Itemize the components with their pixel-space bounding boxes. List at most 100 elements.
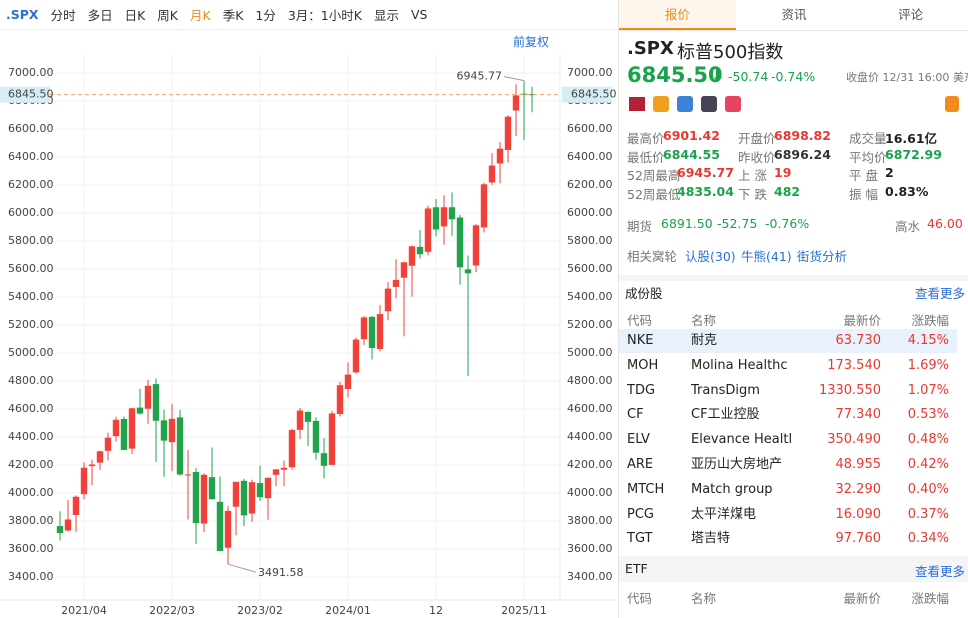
- icon[interactable]: [677, 96, 693, 112]
- candle-body: [304, 411, 312, 422]
- adjust-button[interactable]: 前复权: [513, 35, 550, 49]
- chart: 3400.00 3400.00 3600.00 3600.00 3800.00 3800.…: [0, 55, 617, 617]
- cell: 77.340: [835, 407, 882, 423]
- warrant-link[interactable]: 街货分析: [797, 249, 848, 264]
- stat-value: 2: [885, 165, 894, 180]
- alert-icon[interactable]: [945, 96, 959, 112]
- candle-body: [120, 418, 128, 450]
- table-row[interactable]: TDG TransDigm 1330.550 1.07%: [619, 379, 957, 403]
- candle-body: [80, 467, 88, 495]
- y-tick-label: 3600.00: [8, 542, 54, 555]
- icon[interactable]: [725, 96, 741, 112]
- table-row[interactable]: MOH Molina Healthc 173.540 1.69%: [619, 354, 957, 378]
- futures-change: -52.75: [717, 216, 758, 231]
- more-link[interactable]: 查看更多: [915, 564, 966, 579]
- cell: 1330.550: [818, 382, 881, 398]
- tab[interactable]: 资讯: [781, 7, 807, 22]
- price: 6845.50: [627, 63, 723, 87]
- y-tick-label: 4200.00: [8, 458, 54, 471]
- table-row[interactable]: CF CF工业控股 77.340 0.53%: [619, 403, 957, 427]
- premium-label: 高水: [895, 219, 921, 234]
- icon[interactable]: [701, 96, 717, 112]
- stat-value: 482: [774, 183, 801, 199]
- toolbar-item[interactable]: 显示: [373, 8, 399, 23]
- y-tick-label: 3400.00: [567, 570, 613, 583]
- toolbar-item[interactable]: 1分: [255, 8, 276, 23]
- toolbar-item[interactable]: 3月：1小时K: [287, 8, 362, 23]
- candle-body: [456, 217, 464, 268]
- stat-label: 最高价: [627, 131, 665, 146]
- icon[interactable]: [653, 96, 669, 112]
- candle-body: [88, 464, 96, 467]
- candle-body: [232, 481, 240, 507]
- cell: 太平洋煤电: [691, 506, 757, 522]
- candle-body: [408, 246, 416, 266]
- candle-body: [504, 116, 512, 150]
- x-tick-label: 2023/02: [237, 604, 283, 617]
- stat-value: 6945.77: [677, 165, 734, 180]
- cell: PCG: [627, 506, 654, 522]
- stat-label: 开盘价: [738, 131, 776, 146]
- column-header: 最新价: [843, 313, 881, 328]
- y-tick-label: 6400.00: [8, 150, 54, 163]
- y-tick-label: 4400.00: [8, 430, 54, 443]
- arrow: ⬇: [711, 66, 725, 85]
- candle-body: [416, 246, 424, 255]
- cell: Elevance Healtl: [691, 432, 791, 448]
- candle-body: [312, 420, 320, 453]
- annotation: 3491.58: [258, 566, 304, 579]
- toolbar-item[interactable]: 多日: [87, 8, 113, 23]
- candle-body: [512, 95, 520, 111]
- candle-body: [224, 510, 232, 548]
- table-row[interactable]: ARE 亚历山大房地产 48.955 0.42%: [619, 453, 957, 477]
- table-row[interactable]: PCG 太平洋煤电 16.090 0.37%: [619, 503, 957, 527]
- candle-body: [208, 477, 216, 500]
- candle-body: [176, 417, 184, 475]
- toolbar-item[interactable]: 周K: [157, 8, 178, 23]
- cell: 0.42%: [907, 457, 949, 472]
- candle-body: [248, 482, 256, 514]
- warrant-link[interactable]: 牛熊(41): [741, 249, 792, 264]
- y-tick-label: 5200.00: [567, 318, 613, 331]
- table-row[interactable]: MTCH Match group 32.290 0.40%: [619, 478, 957, 502]
- cell: MOH: [627, 357, 659, 373]
- y-tick-label: 6000.00: [567, 206, 613, 219]
- candle-body: [384, 288, 392, 312]
- quote-symbol: .SPX: [627, 38, 674, 59]
- y-tick-label: 4800.00: [567, 374, 613, 387]
- toolbar-item[interactable]: 月K: [190, 8, 211, 23]
- candle-body: [184, 474, 192, 476]
- toolbar-item[interactable]: 季K: [222, 8, 244, 23]
- cell: 0.53%: [907, 407, 949, 423]
- warrant-link[interactable]: 认股(30): [685, 249, 736, 264]
- candle-body: [296, 410, 304, 430]
- cell: 32.290: [835, 481, 882, 497]
- table-row[interactable]: TGT 塔吉特 97.760 0.34%: [619, 527, 957, 551]
- cell: 350.490: [827, 432, 881, 448]
- candle-body: [192, 472, 200, 524]
- candle-body: [272, 469, 280, 475]
- cell: 0.48%: [907, 432, 949, 448]
- candle-body: [264, 477, 272, 499]
- annotation-line: [227, 563, 257, 573]
- cell: 16.090: [835, 506, 882, 522]
- warrants-label: 相关窝轮: [627, 249, 678, 264]
- y-tick-label: 6600.00: [567, 122, 613, 135]
- cell: Match group: [691, 481, 773, 497]
- table-row[interactable]: NKE 耐克 63.730 4.15%: [619, 329, 957, 353]
- tab[interactable]: 评论: [898, 7, 924, 22]
- toolbar-item[interactable]: 日K: [124, 8, 146, 23]
- tab[interactable]: 报价: [619, 0, 736, 30]
- stat-value: 0.83%: [885, 183, 929, 199]
- table-row[interactable]: ELV Elevance Healtl 350.490 0.48%: [619, 428, 957, 452]
- symbol[interactable]: .SPX: [6, 7, 39, 22]
- stat-label: 振 幅: [849, 186, 878, 202]
- column-header: 名称: [691, 591, 717, 606]
- candle-body: [432, 207, 440, 230]
- toolbar-item[interactable]: VS: [410, 7, 428, 22]
- candle-body: [56, 526, 64, 534]
- y-tick-label: 5400.00: [8, 290, 54, 303]
- toolbar-item[interactable]: 分时: [50, 8, 76, 23]
- more-link[interactable]: 查看更多: [915, 286, 966, 301]
- candle-body: [496, 148, 504, 164]
